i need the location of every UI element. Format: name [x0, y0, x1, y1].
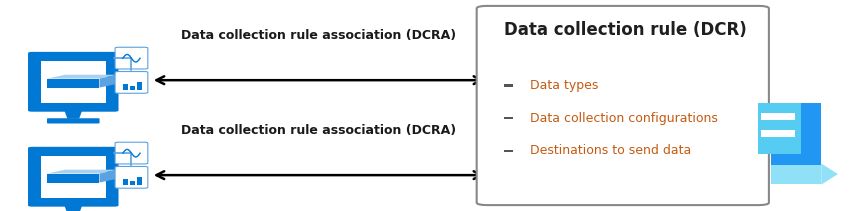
- FancyBboxPatch shape: [40, 61, 106, 103]
- Polygon shape: [47, 173, 99, 183]
- Text: Data collection rule (DCR): Data collection rule (DCR): [504, 21, 746, 39]
- FancyBboxPatch shape: [504, 150, 512, 152]
- Text: VM 01: VM 01: [53, 173, 94, 186]
- Polygon shape: [99, 75, 118, 88]
- Text: Data collection rule association (DCRA): Data collection rule association (DCRA): [181, 29, 456, 42]
- FancyBboxPatch shape: [476, 6, 768, 205]
- FancyBboxPatch shape: [130, 86, 135, 90]
- FancyBboxPatch shape: [137, 177, 142, 185]
- Text: Data collection rule association (DCRA): Data collection rule association (DCRA): [181, 124, 456, 137]
- FancyBboxPatch shape: [760, 130, 795, 137]
- FancyBboxPatch shape: [768, 114, 793, 120]
- Polygon shape: [821, 164, 837, 185]
- FancyBboxPatch shape: [760, 131, 766, 137]
- FancyBboxPatch shape: [504, 84, 512, 87]
- FancyBboxPatch shape: [760, 114, 766, 120]
- FancyBboxPatch shape: [771, 165, 821, 184]
- Polygon shape: [65, 206, 82, 211]
- Polygon shape: [65, 111, 82, 119]
- Text: Data types: Data types: [530, 79, 598, 92]
- Polygon shape: [47, 170, 118, 173]
- Text: Data collection configurations: Data collection configurations: [530, 112, 717, 125]
- FancyBboxPatch shape: [115, 142, 148, 164]
- FancyBboxPatch shape: [137, 82, 142, 90]
- FancyBboxPatch shape: [28, 52, 119, 112]
- FancyBboxPatch shape: [771, 103, 821, 169]
- Text: Destinations to send data: Destinations to send data: [530, 144, 691, 157]
- FancyBboxPatch shape: [47, 118, 100, 123]
- FancyBboxPatch shape: [758, 103, 800, 154]
- FancyBboxPatch shape: [504, 117, 512, 119]
- FancyBboxPatch shape: [760, 113, 795, 120]
- FancyBboxPatch shape: [123, 84, 128, 90]
- FancyBboxPatch shape: [115, 72, 148, 93]
- FancyBboxPatch shape: [130, 181, 135, 185]
- FancyBboxPatch shape: [123, 179, 128, 185]
- FancyBboxPatch shape: [768, 131, 793, 137]
- Polygon shape: [99, 170, 118, 183]
- FancyBboxPatch shape: [115, 47, 148, 69]
- FancyBboxPatch shape: [28, 147, 119, 207]
- FancyBboxPatch shape: [115, 166, 148, 188]
- FancyBboxPatch shape: [40, 156, 106, 197]
- Polygon shape: [47, 78, 99, 88]
- Polygon shape: [47, 75, 118, 78]
